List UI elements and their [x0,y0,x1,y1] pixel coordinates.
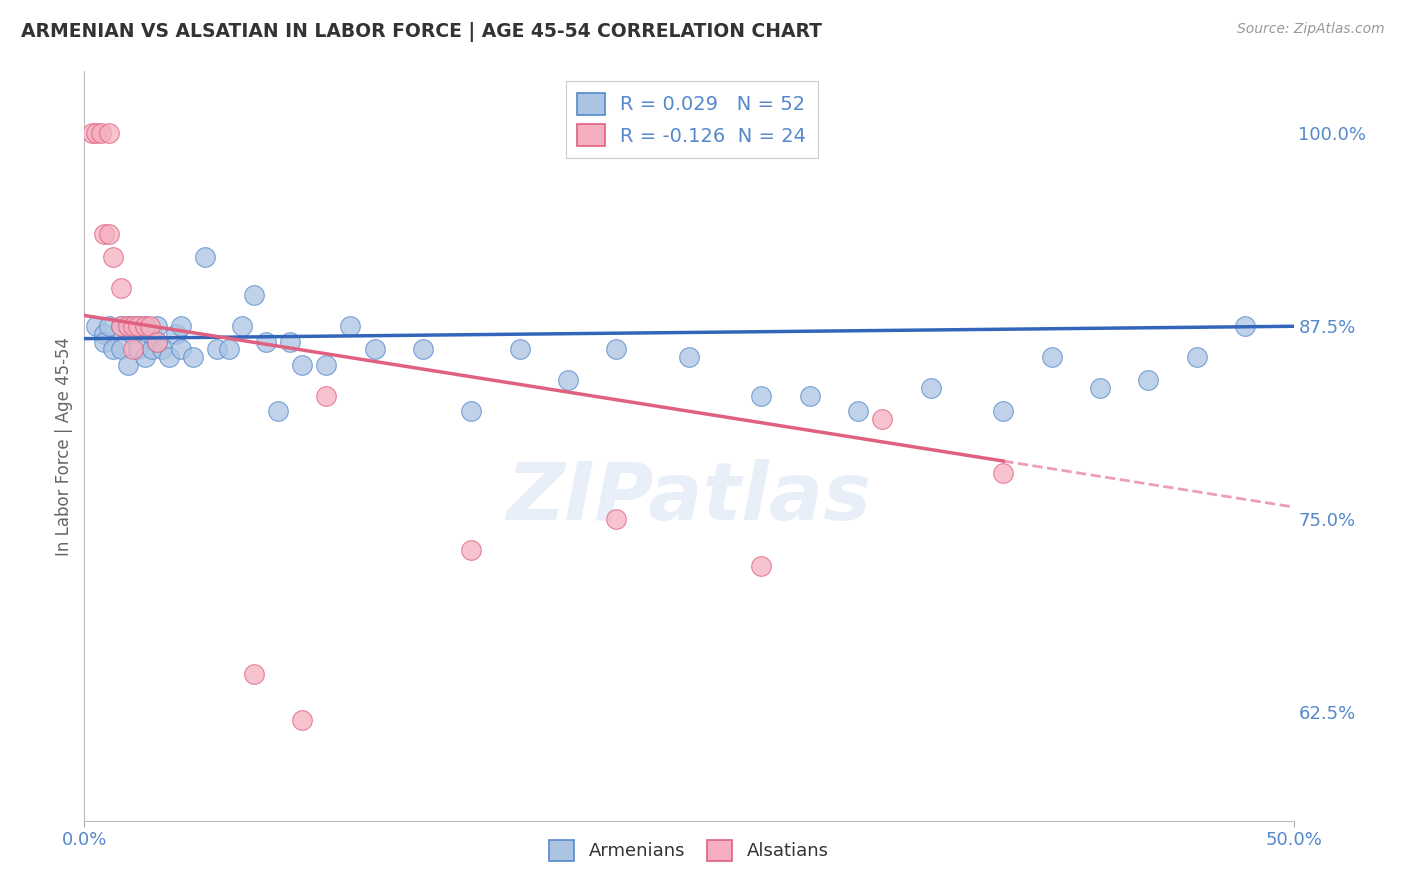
Point [181,350,204,364]
Point [339,319,361,334]
Point [509,343,531,357]
Point [993,466,1015,480]
Point [121,319,143,334]
Point [150,343,173,357]
Point [146,334,169,349]
Point [97,227,120,241]
Point [460,543,482,558]
Point [751,389,773,403]
Point [278,334,301,349]
Point [121,326,143,341]
Point [127,319,149,334]
Point [872,412,894,426]
Legend: Armenians, Alsatians: Armenians, Alsatians [541,832,837,868]
Point [110,280,132,294]
Point [146,334,169,349]
Point [134,319,156,334]
Text: Source: ZipAtlas.com: Source: ZipAtlas.com [1237,22,1385,37]
Point [90,126,112,140]
Point [86,126,108,140]
Point [93,334,115,349]
Point [117,358,139,372]
Point [605,343,627,357]
Point [315,389,337,403]
Point [242,666,264,681]
Point [146,319,169,334]
Point [127,319,149,334]
Point [363,343,385,357]
Point [1040,350,1063,364]
Point [231,319,253,334]
Point [170,343,193,357]
Point [86,319,108,334]
Point [1088,381,1111,395]
Point [97,319,120,334]
Point [242,288,264,302]
Point [97,126,120,140]
Y-axis label: In Labor Force | Age 45-54: In Labor Force | Age 45-54 [55,336,73,556]
Point [141,343,163,357]
Text: ZIPatlas: ZIPatlas [506,459,872,538]
Point [218,343,240,357]
Point [121,343,143,357]
Point [141,326,163,341]
Point [254,334,277,349]
Point [751,558,773,573]
Point [117,319,139,334]
Point [138,319,160,334]
Point [134,350,156,364]
Point [799,389,821,403]
Point [110,319,132,334]
Point [846,404,869,418]
Point [157,350,180,364]
Point [993,404,1015,418]
Point [170,319,193,334]
Point [1137,373,1160,387]
Point [134,319,156,334]
Point [605,512,627,526]
Point [557,373,579,387]
Point [194,250,217,264]
Point [678,350,700,364]
Point [103,343,125,357]
Point [103,250,125,264]
Point [1185,350,1208,364]
Point [93,326,115,341]
Point [110,343,132,357]
Point [207,343,229,357]
Point [315,358,337,372]
Point [80,126,103,140]
Point [291,713,314,727]
Point [267,404,290,418]
Point [117,319,139,334]
Text: ARMENIAN VS ALSATIAN IN LABOR FORCE | AGE 45-54 CORRELATION CHART: ARMENIAN VS ALSATIAN IN LABOR FORCE | AG… [21,22,823,42]
Point [412,343,434,357]
Point [165,326,187,341]
Point [110,319,132,334]
Point [291,358,314,372]
Point [93,227,115,241]
Point [127,343,149,357]
Point [1234,319,1257,334]
Point [460,404,482,418]
Point [920,381,942,395]
